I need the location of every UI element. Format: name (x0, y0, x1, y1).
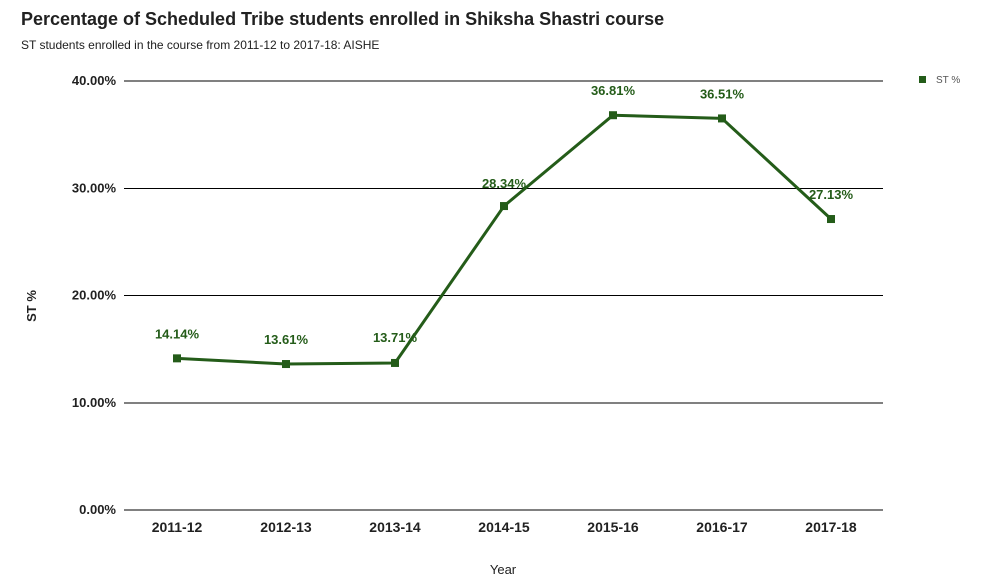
data-label: 14.14% (155, 326, 200, 341)
y-tick-label: 10.00% (72, 395, 117, 410)
x-tick-label: 2013-14 (369, 519, 421, 535)
data-label: 36.51% (700, 86, 745, 101)
chart-subtitle: ST students enrolled in the course from … (21, 38, 380, 52)
data-point (282, 360, 290, 369)
series-line (176, 113, 833, 366)
y-tick-label: 40.00% (72, 73, 117, 88)
x-axis-title: Year (490, 562, 517, 577)
data-label: 13.71% (373, 330, 418, 345)
data-point (827, 215, 835, 224)
data-label: 27.13% (809, 187, 854, 202)
x-tick-label: 2015-16 (587, 519, 639, 535)
y-tick-label: 0.00% (79, 502, 116, 517)
data-point (173, 354, 181, 363)
y-axis-title: ST % (24, 290, 39, 322)
x-tick-label: 2017-18 (805, 519, 857, 535)
data-label: 28.34% (482, 176, 527, 191)
legend-label: ST % (936, 75, 960, 86)
data-point (718, 114, 726, 123)
y-tick-label: 30.00% (72, 180, 117, 195)
data-label: 36.81% (591, 83, 636, 98)
data-point (391, 358, 399, 367)
x-tick-label: 2014-15 (478, 519, 530, 535)
legend-swatch (919, 76, 926, 83)
y-tick-label: 20.00% (72, 288, 117, 303)
x-tick-label: 2012-13 (260, 519, 312, 535)
x-tick-label: 2016-17 (696, 519, 748, 535)
data-label: 13.61% (264, 332, 309, 347)
data-point (609, 111, 617, 120)
chart-title: Percentage of Scheduled Tribe students e… (21, 9, 665, 29)
data-point (500, 202, 508, 211)
x-tick-label: 2011-12 (152, 519, 203, 535)
